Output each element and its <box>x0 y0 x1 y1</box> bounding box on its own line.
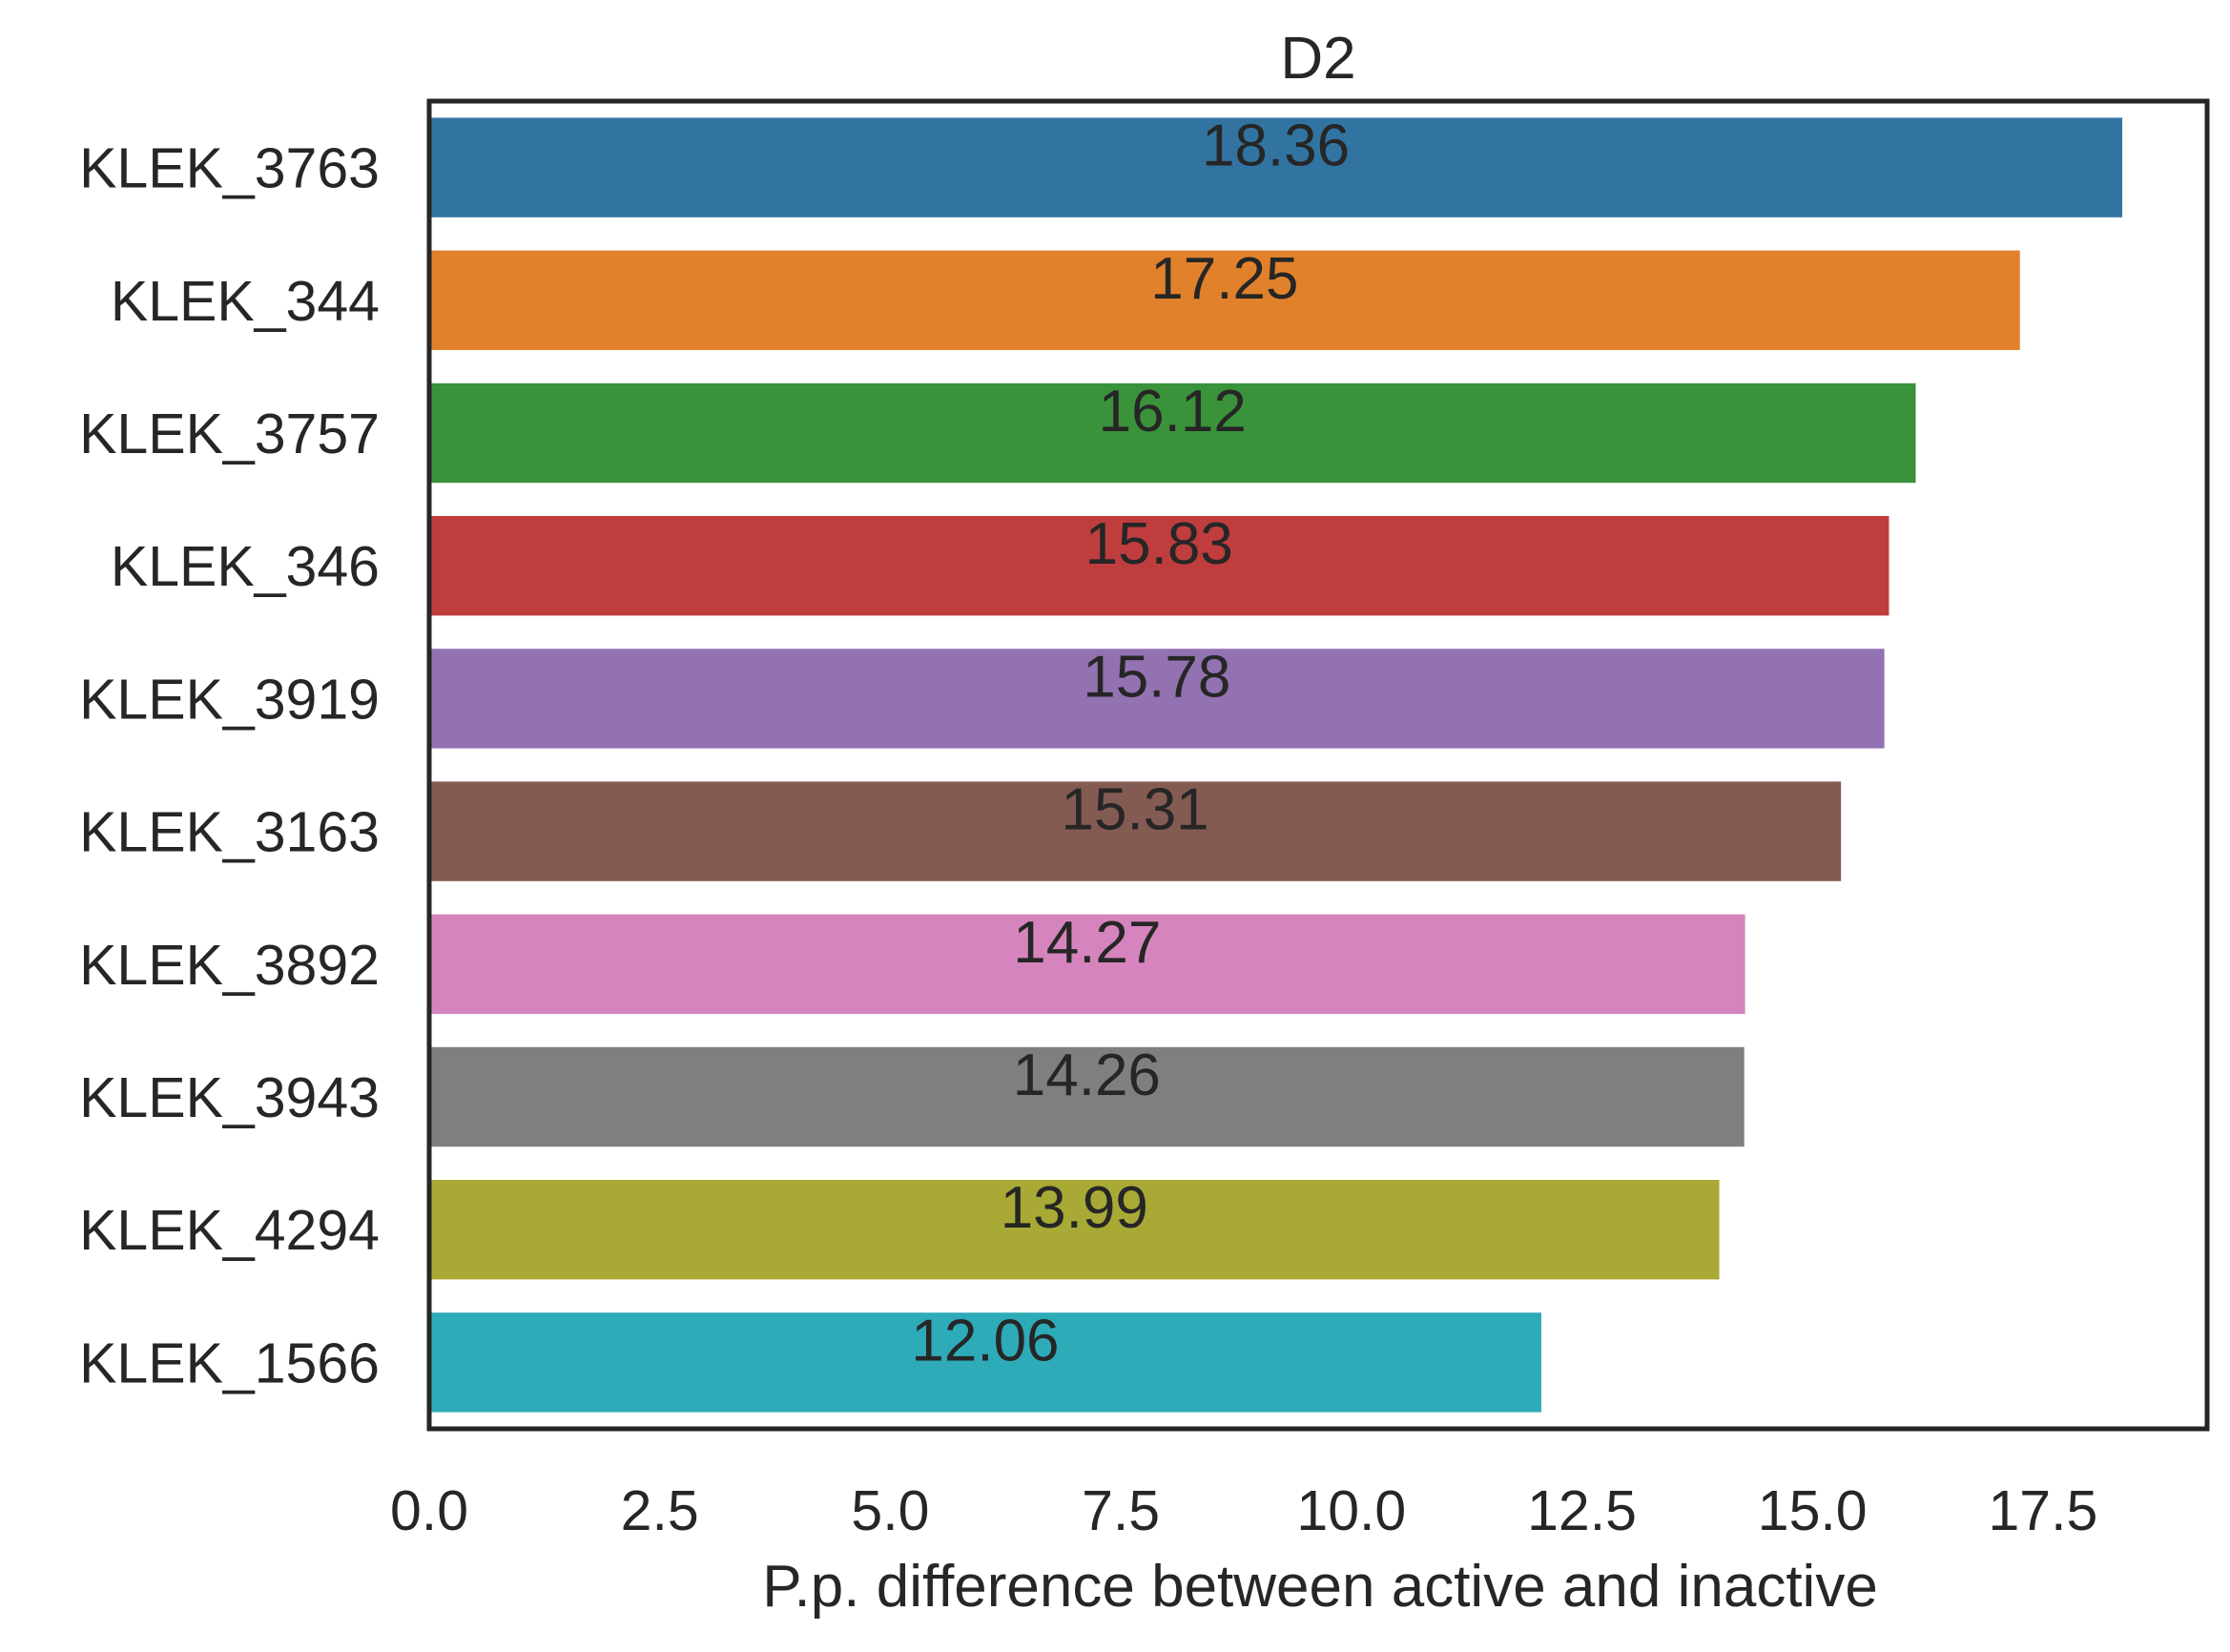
y-tick-label: KLEK_3919 <box>79 668 380 731</box>
x-tick-label: 0.0 <box>390 1479 468 1542</box>
y-tick-label: KLEK_3163 <box>79 801 380 864</box>
bar-value-label: 15.31 <box>1062 777 1209 843</box>
plot-frame <box>426 98 2210 1432</box>
x-tick-label: 7.5 <box>1082 1479 1160 1542</box>
bar-value-label: 17.25 <box>1150 246 1298 312</box>
y-axis-tick-labels: KLEK_3763 KLEK_344 KLEK_3757 KLEK_346 KLEK_3… <box>79 137 380 1395</box>
bar-klek-3919 <box>429 649 1885 749</box>
y-tick-label: KLEK_344 <box>111 270 380 333</box>
bar-value-label: 15.78 <box>1083 644 1230 710</box>
bar-klek-3943 <box>429 1046 1745 1147</box>
y-tick-label: KLEK_4294 <box>79 1199 380 1262</box>
y-tick-label: KLEK_1566 <box>79 1332 380 1394</box>
bar-value-label: 16.12 <box>1099 379 1247 444</box>
bar-klek-4294 <box>429 1180 1720 1280</box>
bar-klek-3892 <box>429 914 1745 1014</box>
bar-klek-3163 <box>429 781 1842 881</box>
bar-value-label: 12.06 <box>911 1308 1059 1373</box>
bars-layer <box>429 117 2123 1413</box>
y-tick-label: KLEK_3892 <box>79 934 380 997</box>
y-tick-label: KLEK_346 <box>111 535 380 598</box>
y-tick-label: KLEK_3943 <box>79 1066 380 1129</box>
x-tick-label: 10.0 <box>1296 1479 1406 1542</box>
x-tick-label: 12.5 <box>1527 1479 1637 1542</box>
bar-value-label: 15.83 <box>1085 511 1233 577</box>
bar-klek-1566 <box>429 1312 1541 1413</box>
chart-title: D2 <box>1280 26 1355 92</box>
x-axis-ticks: 0.0 2.5 5.0 7.5 10.0 12.5 15.0 17.5 <box>390 1479 2097 1542</box>
bar-value-label: 14.27 <box>1013 910 1161 976</box>
x-tick-label: 15.0 <box>1758 1479 1868 1542</box>
x-tick-label: 2.5 <box>621 1479 699 1542</box>
x-tick-label: 17.5 <box>1988 1479 2097 1542</box>
value-labels-layer: 18.36 17.25 16.12 15.83 15.78 15.31 14.27 14.26… <box>911 114 1350 1374</box>
bar-klek-344 <box>429 250 2020 350</box>
y-tick-label: KLEK_3757 <box>79 403 380 465</box>
x-axis-label: P.p. difference between active and inact… <box>762 1554 1878 1620</box>
x-tick-label: 5.0 <box>851 1479 929 1542</box>
bar-klek-346 <box>429 516 1889 616</box>
bar-value-label: 18.36 <box>1202 114 1350 179</box>
y-tick-label: KLEK_3763 <box>79 137 380 200</box>
bar-klek-3763 <box>429 117 2123 217</box>
bar-klek-3757 <box>429 382 1916 484</box>
bar-value-label: 13.99 <box>1001 1175 1148 1241</box>
bar-value-label: 14.26 <box>1013 1043 1161 1108</box>
